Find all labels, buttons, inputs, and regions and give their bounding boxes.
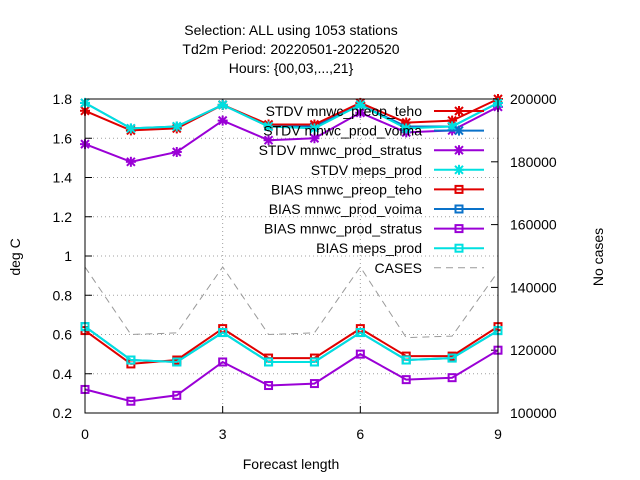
series-line-2 (84, 106, 499, 163)
legend-marker-3 (454, 164, 464, 175)
data-point-6-5 (309, 379, 319, 389)
legend-marker-6 (454, 224, 464, 234)
legend-marker-0 (454, 106, 464, 116)
legend-marker-1 (454, 125, 464, 136)
data-point-3-6 (355, 99, 366, 110)
data-point-6-3 (218, 357, 228, 367)
y2-tick-label: 140000 (510, 279, 557, 295)
data-point-3-4 (263, 121, 274, 132)
legend-label-4: BIAS mnwc_preop_teho (271, 181, 422, 197)
data-point-6-6 (355, 349, 365, 359)
data-point-7-7 (401, 355, 411, 365)
legend-label-6: BIAS mnwc_prod_stratus (264, 221, 422, 237)
y-tick-label: 1.6 (53, 130, 73, 146)
y-tick-label: 0.8 (53, 287, 73, 303)
series-line-6 (84, 349, 499, 403)
y2-tick-label: 100000 (510, 405, 557, 421)
data-point-6-2 (172, 390, 182, 400)
legend-label-8: CASES (375, 260, 422, 276)
y-tick-label: 0.4 (53, 366, 73, 382)
data-point-3-5 (309, 123, 320, 134)
legend-label-7: BIAS meps_prod (316, 240, 422, 256)
data-point-3-3 (217, 99, 228, 110)
x-axis-label: Forecast length (243, 456, 340, 472)
x-tick-label: 6 (356, 426, 364, 442)
x-tick-label: 9 (494, 426, 502, 442)
data-point-7-3 (218, 328, 228, 338)
y-axis-label: deg C (7, 238, 23, 275)
axis-ticks: 0.2 0.4 0.6 0.8 1 1.2 1.4 1.6 1.8 0 3 6 9 100000 12000… (53, 91, 557, 442)
y2-axis-label: No cases (590, 228, 606, 286)
data-point-7-8 (447, 353, 457, 363)
data-point-6-4 (264, 381, 274, 391)
data-point-2-1 (125, 156, 136, 167)
y2-tick-label: 180000 (510, 154, 557, 170)
data-point-7-6 (355, 328, 365, 338)
data-point-2-4 (263, 135, 274, 146)
series-group (80, 94, 503, 406)
legend-marker-7 (454, 243, 464, 253)
series-line-7 (84, 325, 499, 364)
x-tick-label: 3 (219, 426, 227, 442)
y-tick-label: 1.8 (53, 91, 73, 107)
data-point-3-7 (401, 123, 412, 134)
title-line-2: Td2m Period: 20220501-20220520 (182, 41, 399, 57)
y2-tick-label: 120000 (510, 342, 557, 358)
data-point-6-8 (447, 373, 457, 383)
grid (85, 99, 498, 413)
y-tick-label: 0.2 (53, 405, 73, 421)
data-point-7-5 (309, 357, 319, 367)
data-point-7-4 (264, 357, 274, 367)
title-line-1: Selection: ALL using 1053 stations (184, 22, 398, 38)
data-point-3-2 (171, 121, 182, 132)
chart-title: Selection: ALL using 1053 stations Td2m … (182, 22, 399, 76)
title-line-3: Hours: {00,03,...,21} (229, 60, 354, 76)
data-point-2-3 (217, 115, 228, 126)
data-point-7-1 (126, 355, 136, 365)
y2-tick-label: 160000 (510, 217, 557, 233)
legend: STDV mnwc_preop_teho STDV mnwc_prod_voima… (259, 103, 484, 276)
legend-label-3: STDV meps_prod (311, 162, 422, 178)
x-tick-label: 0 (81, 426, 89, 442)
data-point-6-7 (401, 375, 411, 385)
legend-marker-2 (454, 145, 464, 156)
data-point-2-5 (309, 133, 320, 144)
y-tick-label: 1 (64, 248, 72, 264)
data-point-7-2 (172, 357, 182, 367)
series-line-8 (84, 266, 499, 339)
legend-label-2: STDV mnwc_prod_stratus (259, 142, 422, 158)
legend-marker-5 (454, 204, 464, 214)
data-point-6-1 (126, 396, 136, 406)
y-tick-label: 0.6 (53, 327, 73, 343)
y2-tick-label: 200000 (510, 91, 557, 107)
legend-label-0: STDV mnwc_preop_teho (266, 103, 423, 119)
plot-frame (84, 98, 499, 414)
legend-marker-4 (454, 184, 464, 194)
legend-label-5: BIAS mnwc_prod_voima (269, 201, 423, 217)
legend-label-1: STDV mnwc_prod_voima (263, 123, 422, 139)
y-tick-label: 1.2 (53, 209, 73, 225)
y-tick-label: 1.4 (53, 170, 73, 186)
data-point-2-2 (171, 146, 182, 157)
series-line-3 (84, 102, 499, 130)
series-line-0 (84, 98, 499, 132)
data-point-3-1 (125, 123, 136, 134)
